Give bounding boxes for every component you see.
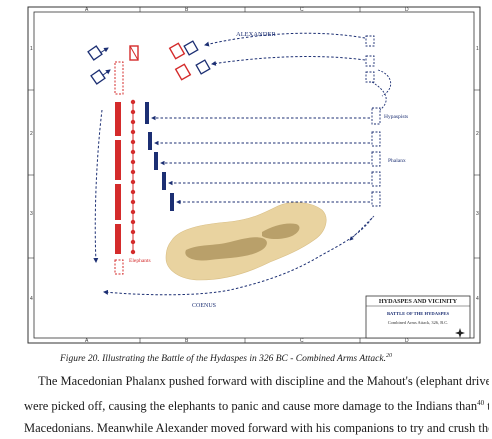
grid-letter: B xyxy=(185,338,189,344)
grid-number: 4 xyxy=(30,296,33,302)
label-phalanx: Phalanx xyxy=(388,158,406,164)
indian-line xyxy=(115,102,121,254)
grid-letter: C xyxy=(300,7,304,13)
label-hypaspists: Hypaspists xyxy=(384,114,408,120)
legend-title: HYDASPES AND VICINITY xyxy=(379,298,458,305)
body-line-text: were picked off, causing the elephants t… xyxy=(24,399,478,413)
grid-number: 4 xyxy=(476,296,479,302)
grid-number: 3 xyxy=(30,211,33,217)
grid-letter: C xyxy=(300,338,304,344)
caption-ref: 20 xyxy=(385,353,392,359)
figure-caption: Figure 20. Illustrating the Battle of th… xyxy=(60,353,480,364)
label-elephants: Elephants xyxy=(129,258,151,264)
legend-detail: Combined Arms Attack, 326, B.C. xyxy=(388,320,449,326)
body-line-text: the xyxy=(484,399,489,413)
body-line: were picked off, causing the elephants t… xyxy=(24,392,489,417)
body-line: The Macedonian Phalanx pushed forward wi… xyxy=(38,374,489,388)
grid-number: 1 xyxy=(476,46,479,52)
hills-terrain xyxy=(165,202,327,281)
footnote-ref: 40 xyxy=(477,399,485,407)
grid-letter: D xyxy=(405,7,409,13)
legend-subtitle: BATTLE OF THE HYDASPES xyxy=(387,311,450,316)
grid-letter: D xyxy=(405,338,409,344)
grid-letter: A xyxy=(85,338,89,344)
grid-letter: B xyxy=(185,7,189,13)
map-legend: HYDASPES AND VICINITY BATTLE OF THE HYDA… xyxy=(365,295,471,339)
body-line: Macedonians. Meanwhile Alexander moved f… xyxy=(24,421,489,435)
battle-map: A B C D A B C D 1 2 3 4 1 2 3 4 xyxy=(27,6,481,344)
macedonian-cavalry-left xyxy=(87,45,106,85)
label-coenus: COENUS xyxy=(192,303,216,309)
caption-text: Figure 20. Illustrating the Battle of th… xyxy=(60,354,386,365)
grid-letter: A xyxy=(85,7,89,13)
compass-icon xyxy=(455,328,465,338)
grid-number: 2 xyxy=(30,131,33,137)
grid-number: 1 xyxy=(30,46,33,52)
macedonian-phalanx xyxy=(145,102,174,211)
label-alexander: ALEXANDER xyxy=(236,31,276,38)
grid-number: 2 xyxy=(476,131,479,137)
body-paragraph: The Macedonian Phalanx pushed forward wi… xyxy=(24,370,489,439)
grid-number: 3 xyxy=(476,211,479,217)
